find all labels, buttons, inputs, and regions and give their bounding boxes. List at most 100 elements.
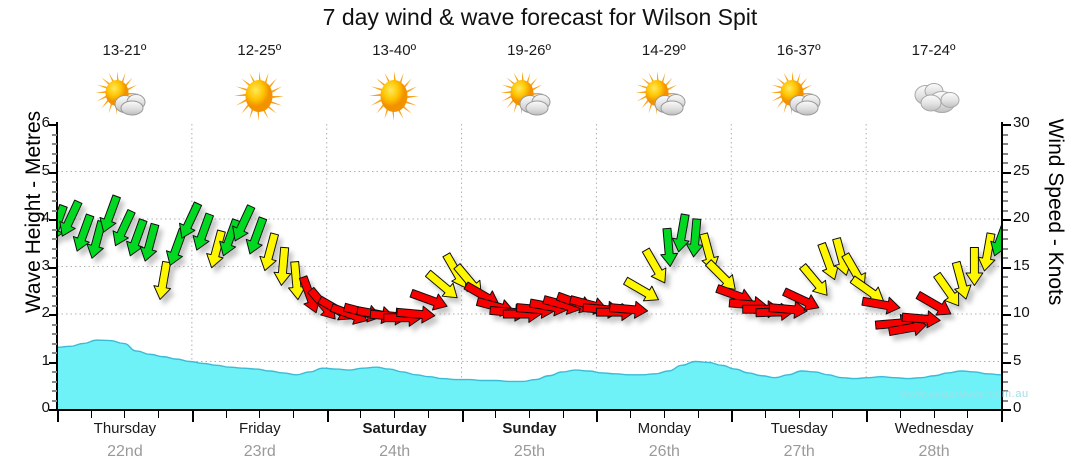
wind-arrow	[112, 209, 136, 247]
day-date-26th: 26th	[648, 443, 680, 460]
quarter-day-tick	[158, 411, 160, 418]
right-minor-tick	[1003, 238, 1008, 240]
left-minor-tick	[52, 133, 57, 136]
wind-arrow-body	[915, 291, 952, 316]
left-tick-mark	[49, 266, 57, 269]
wind-arrow-body	[951, 260, 972, 300]
sun-icon	[199, 70, 319, 122]
left-tick-mark	[49, 361, 57, 364]
wind-arrow-body	[396, 305, 436, 324]
wind-arrow-body	[153, 260, 172, 300]
quarter-day-tick	[663, 411, 665, 418]
day-boundary-tick	[596, 411, 599, 422]
day-boundary-tick	[866, 411, 869, 422]
wind-arrow-body	[965, 247, 984, 286]
wave-height-line	[57, 339, 1001, 383]
wind-arrow	[768, 300, 808, 319]
wind-arrow	[623, 276, 659, 302]
sun-icon	[334, 70, 454, 122]
day-date-23rd: 23rd	[243, 443, 276, 460]
wind-arrow-body	[72, 213, 95, 252]
left-tick-mark	[49, 314, 57, 316]
wind-arrow-body	[671, 213, 690, 253]
quarter-day-tick	[293, 411, 294, 418]
day-name-monday: Monday	[637, 420, 692, 437]
wind-arrow-body	[990, 218, 1001, 257]
right-tick-5: 5	[1013, 351, 1022, 369]
wind-arrow	[965, 247, 984, 286]
cloudy-icon	[874, 70, 994, 122]
wind-arrow	[273, 246, 292, 286]
wind-arrow	[799, 263, 828, 296]
right-tick-0: 0	[1013, 399, 1022, 416]
left-minor-tick	[52, 181, 57, 183]
wind-arrow-body	[245, 216, 268, 255]
left-minor-tick	[52, 152, 57, 155]
left-tick-mark	[49, 409, 57, 411]
right-tick-mark	[1003, 219, 1011, 221]
sun-behind-cloud-icon	[604, 70, 724, 122]
day-date-24th: 24th	[379, 443, 411, 460]
wind-arrow	[782, 287, 820, 311]
left-minor-tick	[52, 257, 57, 259]
right-tick-mark	[1003, 314, 1011, 316]
right-minor-tick	[1003, 152, 1008, 155]
wind-arrow-body	[623, 276, 659, 302]
right-tick-mark	[1003, 266, 1011, 269]
wind-arrow-body	[232, 204, 256, 242]
right-minor-tick	[1003, 295, 1008, 297]
wind-arrow-body	[179, 201, 203, 239]
wind-arrow	[396, 305, 436, 324]
day-name-thursday: Thursday	[93, 420, 157, 437]
left-tick-6: 6	[41, 114, 50, 131]
watermark: www.seabreeze.com.au	[900, 388, 1029, 400]
wind-arrow-group	[57, 194, 1001, 336]
wind-arrow	[608, 300, 649, 319]
quarter-day-tick	[394, 411, 396, 418]
day-name-tuesday: Tuesday	[770, 420, 828, 437]
right-minor-tick	[1003, 247, 1008, 250]
left-tick-1: 1	[41, 351, 50, 369]
right-minor-tick	[1003, 399, 1008, 402]
wind-arrow	[192, 212, 215, 251]
day-date-28th: 28th	[918, 443, 950, 460]
left-tick-mark	[49, 171, 57, 174]
left-tick-mark	[49, 219, 57, 221]
left-minor-tick	[52, 390, 57, 392]
left-minor-tick	[52, 200, 57, 202]
wind-arrow-body	[99, 194, 121, 233]
wind-arrow	[861, 296, 901, 315]
right-tick-15: 15	[1013, 256, 1030, 274]
right-minor-tick	[1003, 323, 1008, 326]
temperature-range-monday: 14-29º	[641, 42, 686, 59]
quarter-day-tick	[427, 411, 429, 418]
wind-arrow	[72, 213, 95, 252]
day-boundary-tick	[57, 411, 59, 422]
day-name-sunday: Sunday	[502, 420, 557, 437]
quarter-day-tick	[360, 411, 362, 418]
wind-arrow	[951, 260, 972, 300]
day-date-27th: 27th	[783, 443, 815, 460]
left-minor-tick	[52, 333, 57, 335]
right-minor-tick	[1003, 190, 1008, 193]
right-minor-tick	[1003, 342, 1008, 345]
right-tick-mark	[1003, 171, 1011, 174]
left-tick-5: 5	[41, 161, 50, 179]
left-minor-tick	[52, 304, 57, 307]
left-minor-tick	[52, 323, 57, 326]
right-tick-mark	[1003, 361, 1011, 364]
right-minor-tick	[1003, 333, 1008, 335]
wind-arrow	[901, 310, 941, 329]
wind-arrow-body	[861, 296, 901, 315]
wind-arrow	[153, 260, 172, 300]
wind-arrow	[59, 199, 83, 237]
wind-arrow	[424, 269, 458, 299]
quarter-day-tick	[124, 411, 126, 418]
left-tick-4: 4	[41, 209, 50, 226]
left-minor-tick	[52, 342, 57, 345]
wind-arrow-body	[660, 227, 679, 267]
day-name-saturday: Saturday	[362, 420, 427, 437]
left-minor-tick	[52, 247, 57, 250]
left-axis-line	[56, 122, 58, 411]
day-name-friday: Friday	[238, 420, 281, 437]
